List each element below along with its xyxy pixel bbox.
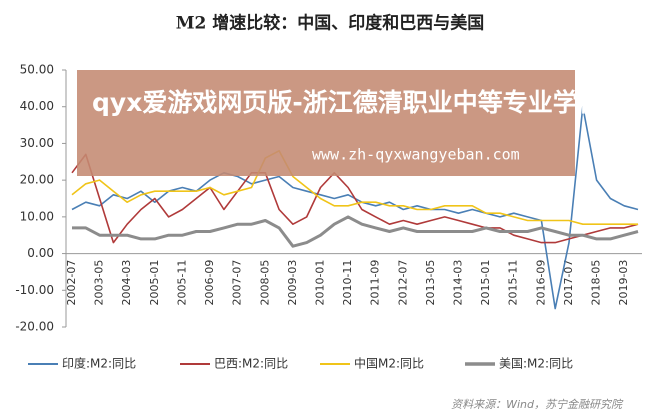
series-line <box>71 150 638 225</box>
overlay-url: www.zh-qyxwangyeban.com <box>312 146 520 164</box>
y-tick-label: 40.00 <box>20 99 54 113</box>
y-tick-label: 10.00 <box>20 209 54 223</box>
series-line <box>72 215 639 248</box>
y-tick-label: 0.00 <box>27 246 54 260</box>
x-tick-label: 2014-03 <box>452 260 465 306</box>
x-tick-label: 2008-05 <box>258 260 271 306</box>
x-tick-label: 2004-03 <box>120 260 133 306</box>
y-tick-label: -20.00 <box>15 320 54 334</box>
x-tick-label: 2010-11 <box>341 260 354 306</box>
x-tick-label: 2019-03 <box>617 260 630 306</box>
legend-label: 中国M2:同比 <box>354 356 424 371</box>
x-tick-label: 2013-05 <box>424 260 437 306</box>
x-tick-label: 2015-11 <box>507 260 520 306</box>
x-tick-label: 2002-07 <box>65 260 78 306</box>
x-tick-label: 2016-09 <box>534 260 547 306</box>
y-tick-label: -10.00 <box>15 283 54 297</box>
series-line <box>71 153 639 244</box>
chart-title: M2 增速比较：中国、印度和巴西与美国 <box>176 13 485 34</box>
y-tick-label: 30.00 <box>20 136 54 150</box>
source: 资料来源：Wind，苏宁金融研究院 <box>451 398 624 411</box>
x-tick-label: 2007-07 <box>231 260 244 306</box>
y-tick-label: 50.00 <box>20 63 54 77</box>
x-tick-label: 2006-09 <box>203 260 216 306</box>
overlay-title: qyx爱游戏网页版-浙江德清职业中等专业学校试行“现代学徒制” <box>92 88 650 117</box>
x-tick-label: 2015-01 <box>479 260 492 306</box>
legend-label: 印度:M2:同比 <box>62 356 136 371</box>
legend-label: 巴西:M2:同比 <box>214 357 288 371</box>
overlay-banner <box>77 70 575 176</box>
x-tick-label: 2017-07 <box>562 260 575 306</box>
legend-label: 美国:M2:同比 <box>499 357 573 371</box>
x-tick-label: 2010-01 <box>313 260 326 306</box>
x-tick-label: 2003-05 <box>93 260 106 306</box>
x-tick-label: 2005-11 <box>175 260 188 306</box>
x-tick-label: 2009-03 <box>286 260 299 306</box>
y-tick-label: 20.00 <box>20 173 54 187</box>
x-tick-label: 2012-07 <box>396 260 409 306</box>
x-tick-label: 2005-01 <box>148 260 161 306</box>
x-tick-label: 2018-05 <box>590 260 603 306</box>
x-tick-label: 2011-09 <box>369 260 382 306</box>
